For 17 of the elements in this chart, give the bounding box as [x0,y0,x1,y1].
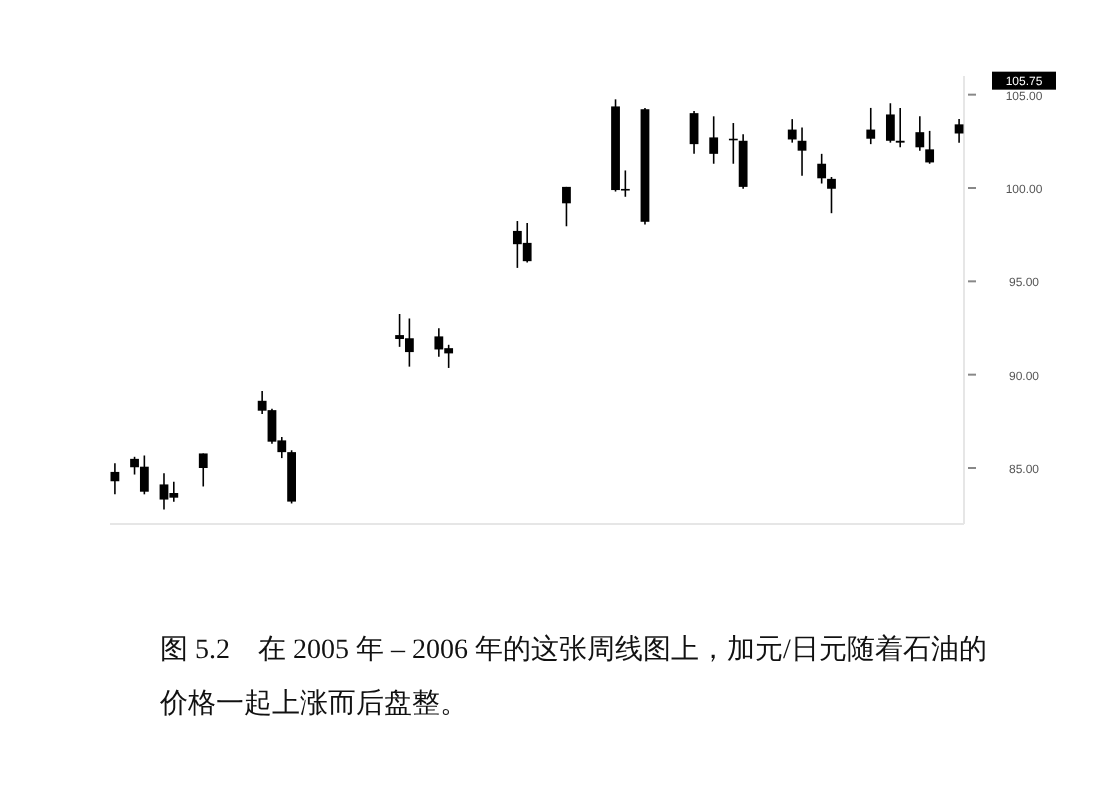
candlestick [915,115,925,152]
candlestick [827,176,836,214]
candlestick [866,107,876,145]
candlestick [925,130,935,165]
candlestick [562,186,571,228]
candlestick [689,110,699,155]
candlestick [797,126,807,177]
candlestick [139,454,149,496]
candlestick [787,118,797,144]
candlestick [817,153,827,185]
candlestick [954,118,964,144]
candlestick [709,115,719,165]
candlestick [885,102,895,144]
caption: 图 5.2 在 2005 年 – 2006 年的这张周线图上，加元/日元随着石油的价格一起上涨而后盘整。 [160,632,989,724]
candlestick [198,452,208,488]
candlestick [895,107,905,149]
candlestick [738,133,748,190]
